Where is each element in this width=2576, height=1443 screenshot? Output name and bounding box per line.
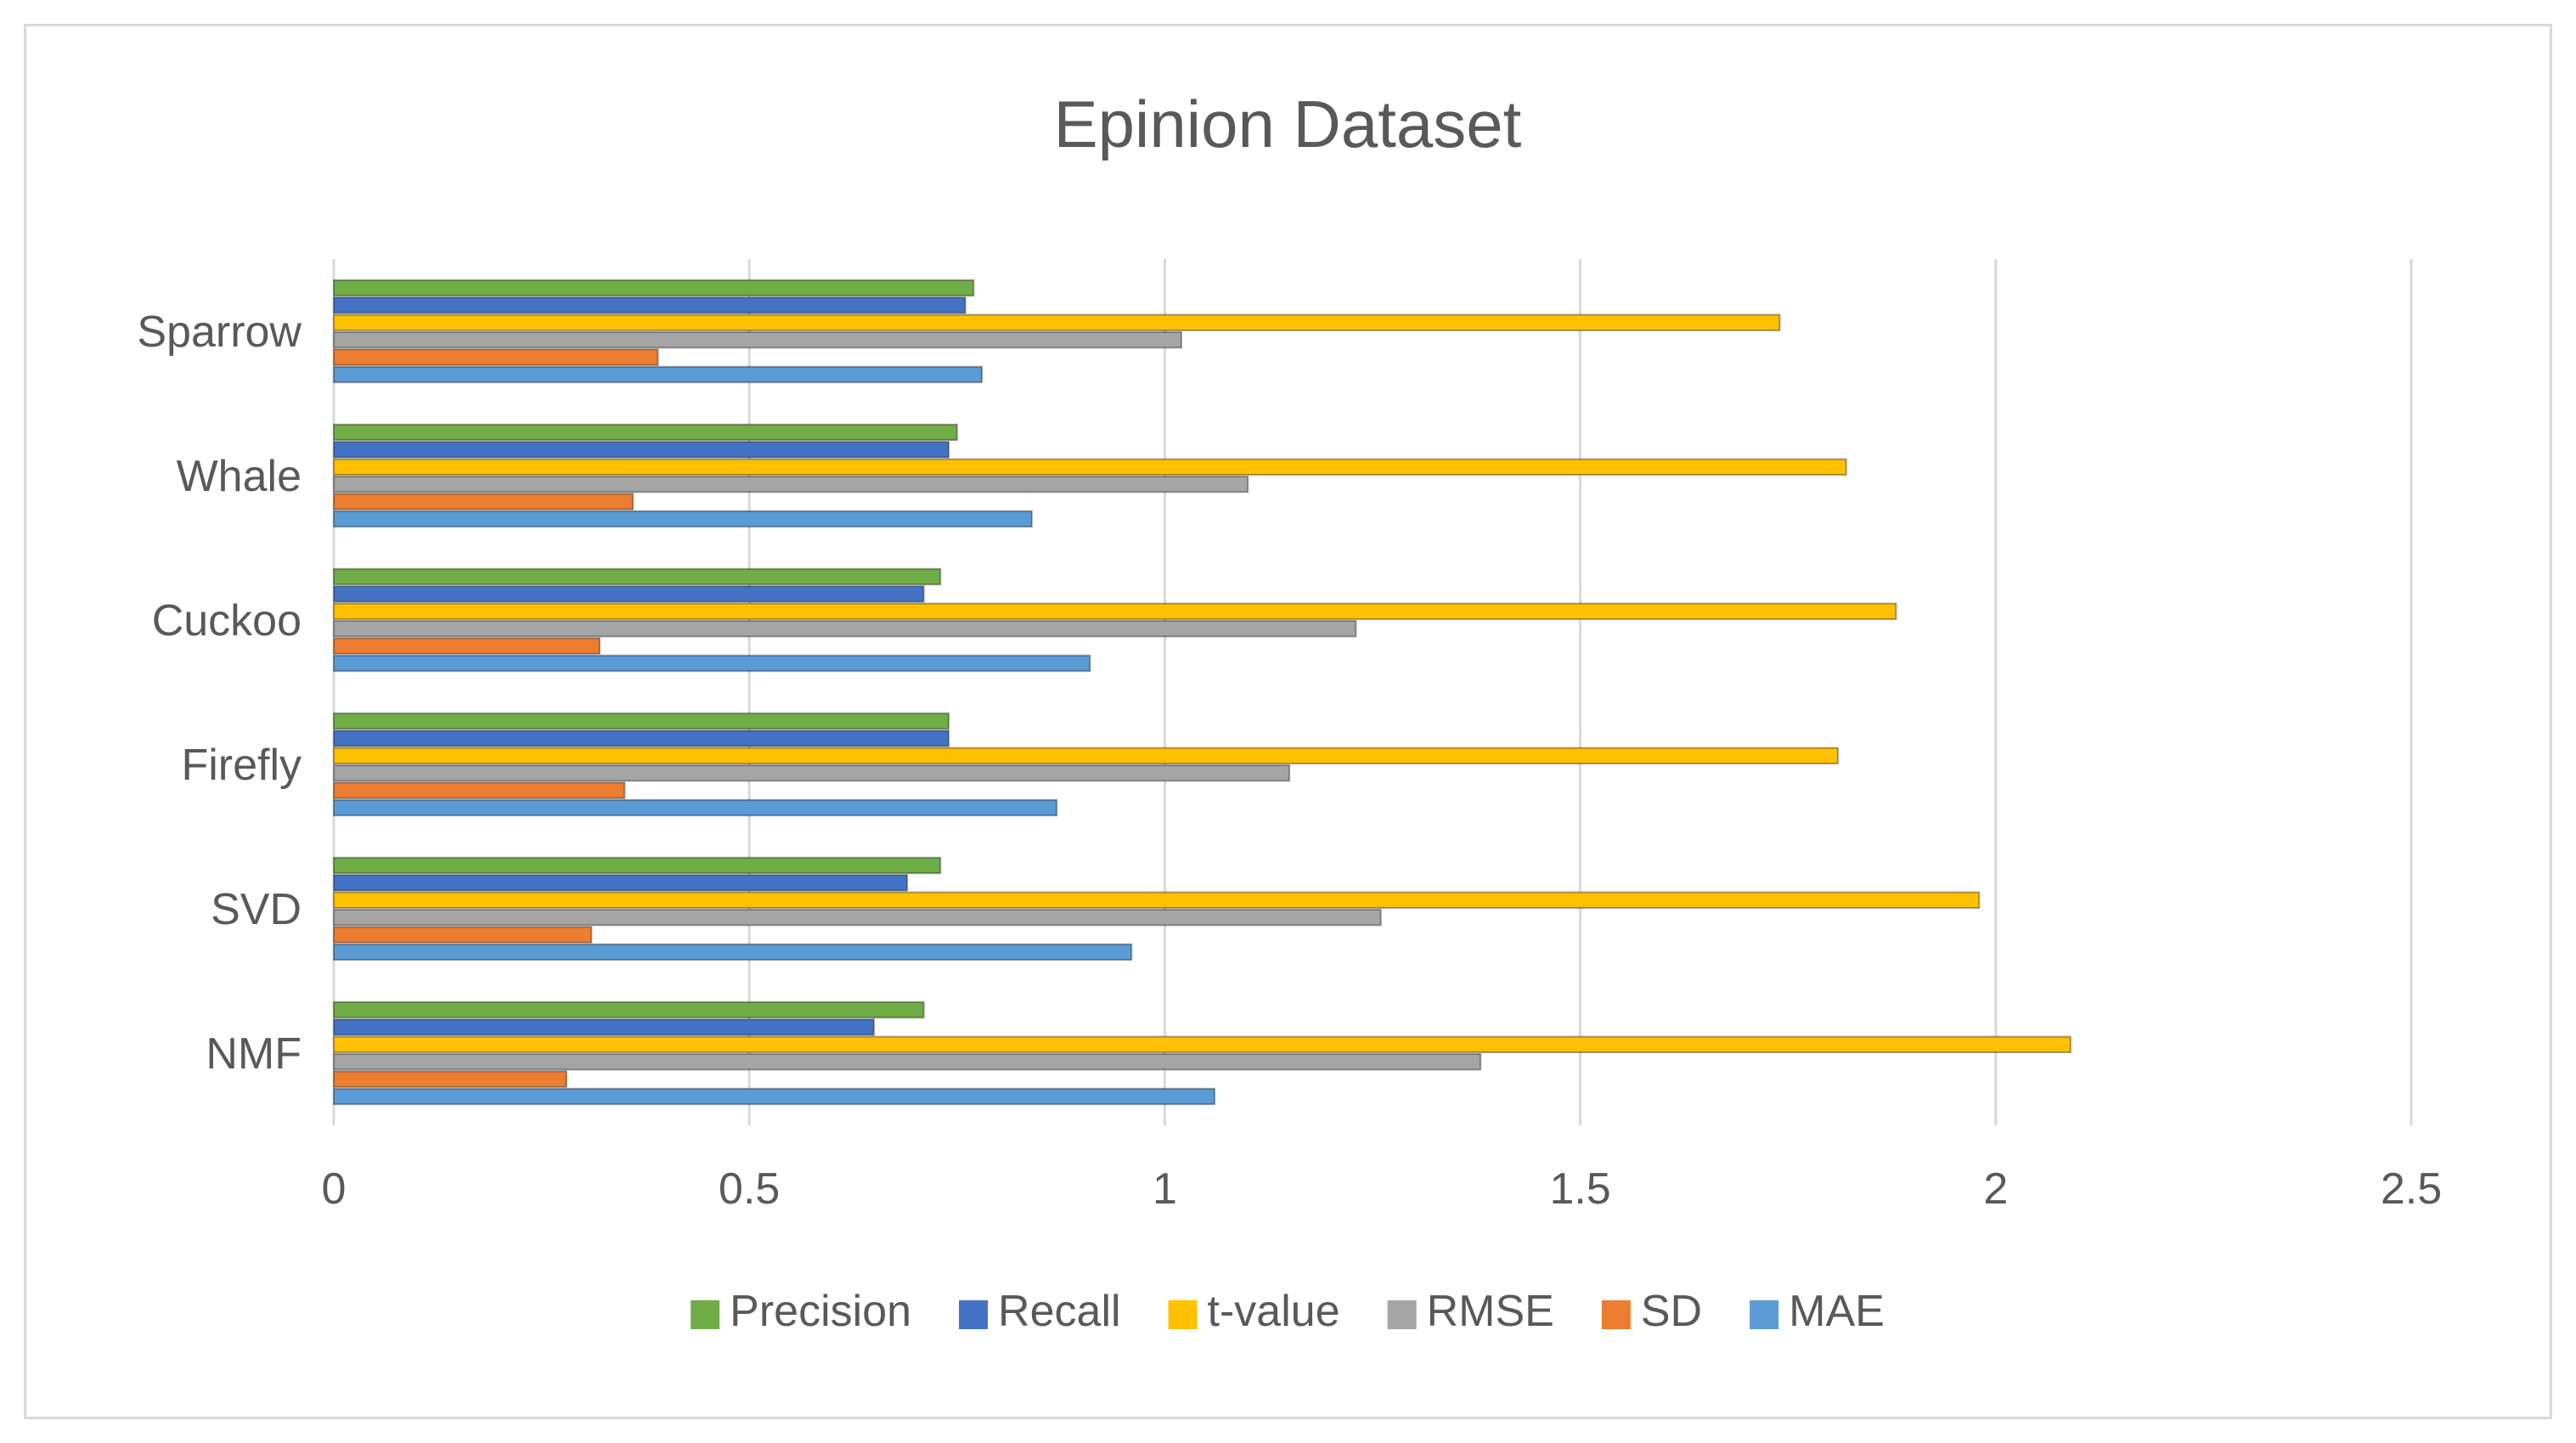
- bar-cuckoo-t-value: [333, 602, 1897, 620]
- bar-cuckoo-sd: [333, 637, 601, 655]
- legend-swatch-sd: [1601, 1300, 1631, 1329]
- bar-firefly-precision: [333, 712, 950, 730]
- bar-svd-recall: [333, 874, 909, 892]
- bar-whale-rmse: [333, 476, 1249, 493]
- bar-sparrow-mae: [333, 365, 984, 384]
- bar-nmf-recall: [333, 1018, 875, 1036]
- bar-whale-precision: [333, 423, 958, 442]
- bar-svd-rmse: [333, 909, 1382, 927]
- bar-nmf-t-value: [333, 1035, 2072, 1053]
- bar-nmf-mae: [333, 1087, 1216, 1106]
- legend-swatch-rmse: [1387, 1300, 1417, 1329]
- bar-svd-sd: [333, 926, 593, 944]
- bar-sparrow-sd: [333, 348, 659, 366]
- bar-firefly-t-value: [333, 747, 1839, 764]
- legend: Precision Recall t-value RMSE SD MAE: [691, 1287, 1885, 1336]
- category-label-whale: Whale: [177, 452, 302, 501]
- category-label-sparrow: Sparrow: [137, 307, 302, 357]
- bar-nmf-precision: [333, 1001, 925, 1019]
- gridlines: [332, 259, 2413, 1125]
- legend-swatch-precision: [691, 1300, 720, 1329]
- legend-label-precision: Precision: [730, 1287, 911, 1336]
- legend-swatch-recall: [959, 1300, 989, 1329]
- legend-label-t-value: t-value: [1208, 1287, 1340, 1336]
- legend-label-rmse: RMSE: [1427, 1287, 1554, 1336]
- bar-sparrow-precision: [333, 279, 975, 297]
- category-labels: NMF SVD Firefly Cuckoo Whale Sparrow: [137, 307, 302, 1079]
- bar-firefly-sd: [333, 781, 626, 799]
- bar-nmf-rmse: [333, 1053, 1482, 1071]
- x-tick-label: 1.5: [1549, 1164, 1610, 1214]
- bar-sparrow-recall: [333, 296, 967, 314]
- bar-cuckoo-recall: [333, 585, 925, 603]
- x-tick-label: 1: [1153, 1164, 1177, 1214]
- x-tick-label: 0.5: [719, 1164, 780, 1214]
- bar-cuckoo-precision: [333, 567, 942, 586]
- bar-cuckoo-mae: [333, 654, 1091, 673]
- category-label-svd: SVD: [211, 885, 302, 934]
- x-tick-label: 0: [322, 1164, 347, 1214]
- bar-whale-t-value: [333, 458, 1847, 476]
- bar-firefly-rmse: [333, 764, 1291, 782]
- bar-whale-mae: [333, 510, 1033, 528]
- bars: [333, 279, 2072, 1106]
- legend-label-mae: MAE: [1789, 1287, 1885, 1336]
- bar-svd-t-value: [333, 891, 1981, 909]
- bar-whale-sd: [333, 493, 634, 510]
- chart-frame: Epinion Dataset NMF SVD Firefly Cuckoo Whale…: [24, 24, 2552, 1419]
- bar-sparrow-t-value: [333, 313, 1781, 332]
- category-label-firefly: Firefly: [181, 741, 302, 790]
- bar-chart: Epinion Dataset NMF SVD Firefly Cuckoo Whale…: [137, 87, 2443, 1336]
- bar-cuckoo-rmse: [333, 620, 1357, 638]
- legend-swatch-mae: [1750, 1300, 1779, 1329]
- bar-svd-mae: [333, 943, 1133, 961]
- bar-whale-recall: [333, 441, 950, 459]
- bar-svd-precision: [333, 856, 942, 875]
- x-tick-label: 2: [1983, 1164, 2008, 1214]
- bar-firefly-mae: [333, 798, 1058, 817]
- bar-firefly-recall: [333, 730, 950, 747]
- category-label-nmf: NMF: [206, 1029, 302, 1079]
- bar-sparrow-rmse: [333, 331, 1182, 349]
- legend-label-recall: Recall: [998, 1287, 1121, 1336]
- bar-nmf-sd: [333, 1070, 567, 1088]
- x-tick-label: 2.5: [2381, 1164, 2442, 1214]
- x-tick-labels: 0 0.5 1 1.5 2 2.5: [322, 1164, 2443, 1214]
- legend-label-sd: SD: [1641, 1287, 1702, 1336]
- category-label-cuckoo: Cuckoo: [152, 596, 302, 645]
- chart-title: Epinion Dataset: [1054, 87, 1522, 161]
- legend-swatch-t-value: [1168, 1300, 1198, 1329]
